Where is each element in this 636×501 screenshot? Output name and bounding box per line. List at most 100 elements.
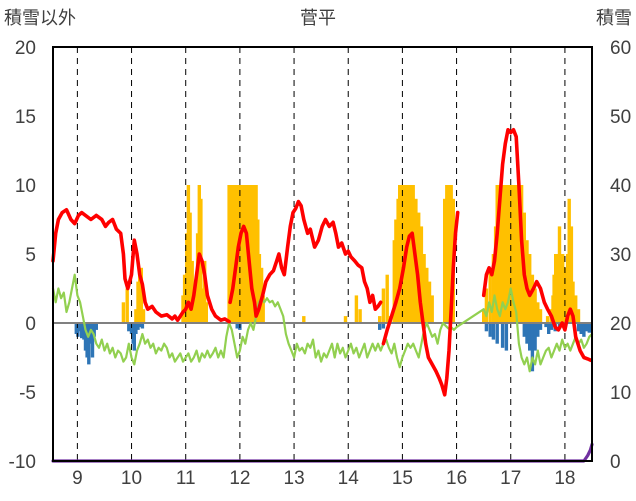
left-y-tick-label: -5 (19, 383, 36, 404)
snow-bar (482, 309, 486, 323)
snow-bar (419, 226, 424, 323)
blue-bar (576, 323, 581, 332)
blue-bar (579, 323, 583, 334)
snow-bar (182, 274, 187, 323)
snow-bar (422, 254, 426, 323)
blue-bar (92, 323, 96, 337)
x-tick-label: 16 (446, 468, 467, 489)
snow-bar (203, 260, 207, 323)
snow-bar (417, 212, 421, 323)
snow-bar (449, 185, 453, 323)
blue-bar (500, 323, 505, 348)
green-line (51, 273, 594, 373)
snow-bar (381, 288, 386, 323)
blue-bar (525, 323, 529, 344)
snow-bar (425, 267, 429, 323)
snow-bar (530, 274, 535, 323)
x-tick-label: 14 (338, 468, 360, 489)
snow-bar (561, 254, 565, 323)
right-y-tick-label: 10 (610, 383, 631, 404)
right-y-ticks: 60 50 40 30 20 10 0 (610, 38, 631, 473)
blue-bar (530, 323, 535, 372)
snow-bar (533, 288, 537, 323)
chart-title: 菅平 (300, 8, 336, 29)
blue-bar (547, 323, 551, 334)
snow-bar (517, 185, 521, 323)
snow-bar (563, 267, 567, 323)
blue-bar (504, 323, 509, 351)
red-line (51, 208, 231, 324)
snow-bar (443, 198, 447, 323)
snow-bar (358, 309, 362, 323)
snow-bar (254, 185, 258, 323)
snow-bar (495, 185, 499, 323)
blue-bar (94, 323, 98, 330)
snow-bar (555, 254, 559, 323)
blue-bar (491, 323, 496, 340)
snow-bar (139, 267, 143, 323)
right-axis-label: 積雪 (596, 8, 632, 29)
snow-bar (394, 219, 398, 323)
blue-bar (132, 323, 136, 351)
blue-bar (522, 323, 526, 337)
snow-bar (188, 212, 192, 323)
left-y-tick-label: -10 (9, 452, 36, 473)
blue-bar (538, 323, 543, 330)
right-y-tick-label: 0 (610, 452, 621, 473)
x-tick-label: 10 (121, 468, 142, 489)
snow-bar (509, 185, 513, 323)
snow-bar (354, 295, 359, 323)
red-line (481, 128, 593, 363)
right-y-tick-label: 50 (610, 107, 631, 128)
snow-bar (427, 281, 432, 323)
left-y-tick-label: 5 (25, 245, 36, 266)
snow-bar (536, 302, 540, 323)
x-tick-label: 18 (554, 468, 575, 489)
blue-bar (134, 323, 138, 334)
blue-bar (544, 323, 548, 328)
snow-bar (503, 185, 507, 323)
blue-bar (378, 323, 382, 330)
blue-bar (138, 323, 142, 328)
x-tick-label: 9 (72, 468, 83, 489)
snow-bar (545, 316, 550, 323)
snow-bar (514, 185, 518, 323)
snow-bar (576, 309, 581, 323)
snow-bar (230, 185, 234, 323)
blue-bar (87, 323, 91, 365)
blue-bar (80, 323, 84, 339)
snow-bar (385, 274, 389, 323)
x-tick-label: 17 (500, 468, 521, 489)
blue-bar (381, 323, 386, 329)
snow-bar (257, 254, 262, 323)
right-y-tick-label: 20 (610, 314, 631, 335)
blue-bar (495, 323, 499, 344)
x-tick-label: 15 (392, 468, 413, 489)
blue-bar (484, 323, 489, 332)
x-gridlines (76, 47, 566, 461)
left-y-tick-label: 20 (15, 38, 36, 59)
snow-bar (446, 185, 451, 323)
red-line (381, 210, 460, 397)
snow-bar (241, 185, 245, 323)
snow-bar (498, 185, 502, 323)
right-y-tick-label: 40 (610, 176, 631, 197)
right-y-tick-label: 30 (610, 245, 631, 266)
snow-bar (569, 226, 574, 323)
snow-bar (406, 185, 410, 323)
snow-bar (398, 185, 402, 323)
snow-bar (528, 254, 532, 323)
snow-bar (134, 309, 138, 323)
x-tick-label: 11 (176, 468, 196, 489)
snow-bar (141, 309, 146, 323)
snow-bar (574, 295, 578, 323)
blue-bar (587, 323, 591, 333)
snow-bar (430, 295, 434, 323)
snow-bar (488, 267, 492, 323)
snow-bar (567, 198, 571, 323)
snow-bar (484, 288, 489, 323)
blue-bar (528, 323, 532, 351)
blue-bar (584, 323, 589, 332)
